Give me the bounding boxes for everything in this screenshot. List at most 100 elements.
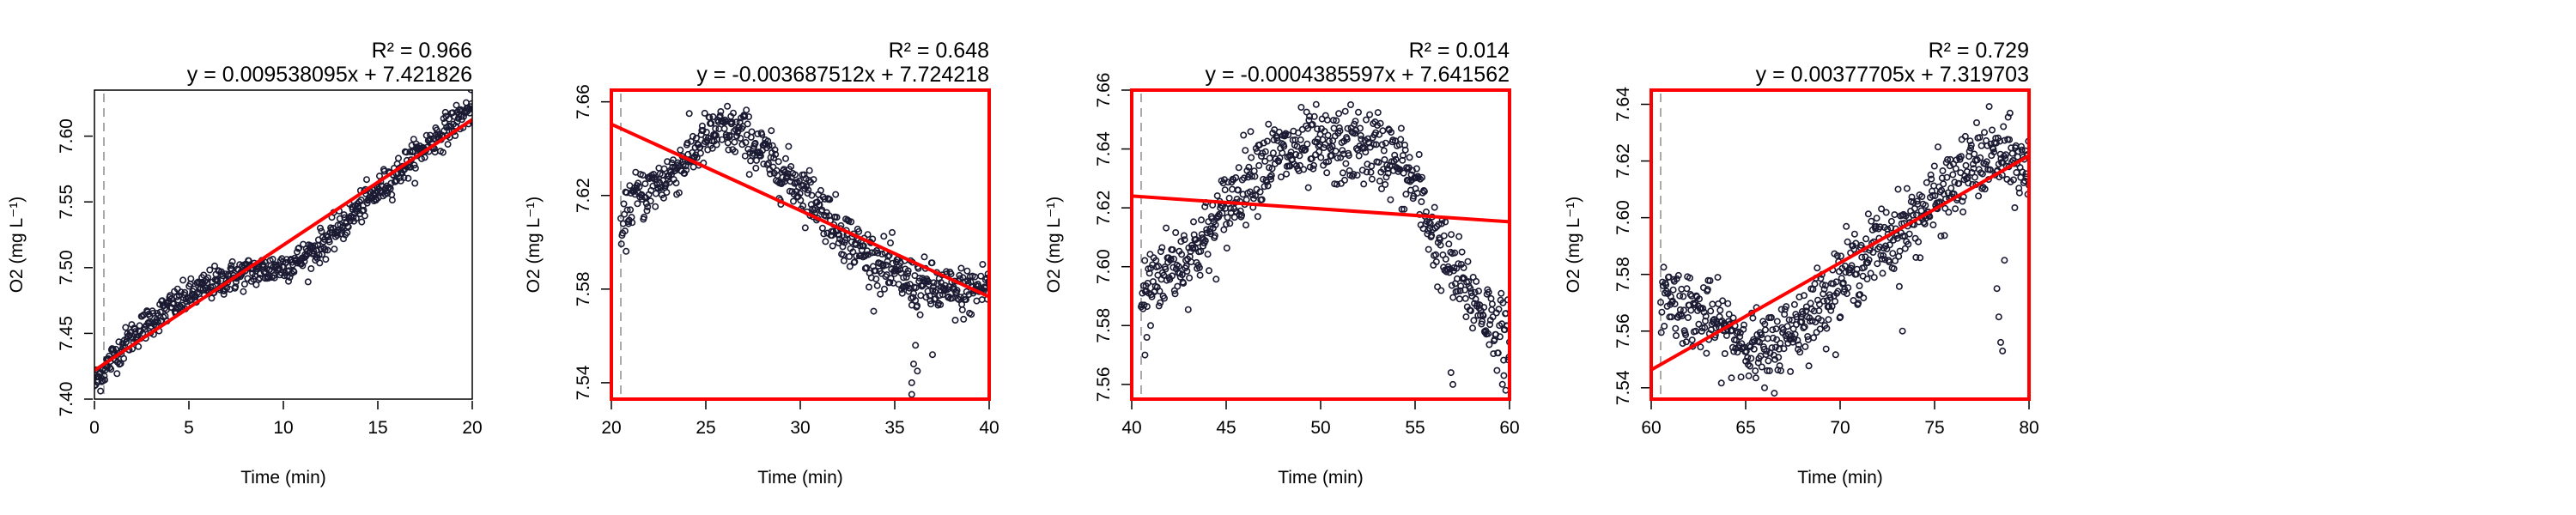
data-point — [1961, 132, 1969, 140]
data-point — [1344, 124, 1352, 132]
data-point — [752, 156, 760, 164]
data-point — [1978, 142, 1985, 149]
data-point — [1912, 253, 1920, 261]
data-point — [1345, 152, 1352, 160]
data-point — [324, 246, 331, 254]
data-point — [643, 207, 651, 215]
data-point — [927, 300, 935, 308]
data-point-outlier — [1147, 322, 1155, 330]
data-point — [1688, 336, 1696, 344]
data-point — [1816, 325, 1824, 333]
data-point — [1488, 300, 1496, 308]
x-tick-label: 30 — [790, 418, 810, 438]
data-point — [1268, 165, 1276, 173]
data-point — [725, 146, 732, 154]
data-point — [1267, 172, 1275, 179]
data-point — [1903, 185, 1911, 192]
data-point — [1368, 175, 1376, 183]
data-point — [936, 291, 944, 299]
data-point — [1406, 154, 1413, 161]
data-point — [1660, 264, 1668, 271]
data-point — [1956, 155, 1964, 163]
data-point — [1160, 271, 1168, 279]
data-point — [675, 189, 683, 197]
data-point — [800, 171, 808, 179]
data-point — [683, 167, 690, 174]
data-point — [1458, 248, 1466, 256]
data-point — [1230, 214, 1238, 221]
data-point — [1779, 325, 1787, 333]
data-point — [1855, 300, 1862, 307]
data-point — [1224, 214, 1231, 221]
data-point — [1918, 193, 1926, 201]
data-point — [1178, 270, 1186, 278]
y-tick-label: 7.50 — [57, 250, 76, 285]
y-tick-label: 7.62 — [1613, 143, 1633, 179]
data-point — [916, 311, 924, 318]
data-point — [156, 308, 164, 316]
data-point — [1937, 232, 1945, 239]
data-point — [1275, 158, 1283, 166]
x-tick-label: 70 — [1830, 418, 1850, 438]
data-point — [2014, 153, 2021, 161]
regression-line — [1651, 154, 2029, 372]
data-point — [1811, 280, 1819, 288]
data-point — [240, 288, 247, 295]
r-squared-label: R² = 0.014 — [1409, 39, 1510, 63]
data-point — [1773, 318, 1781, 325]
data-point — [635, 183, 643, 191]
data-point — [744, 120, 751, 128]
data-point — [1309, 121, 1316, 129]
data-point — [896, 262, 903, 270]
data-point — [1242, 147, 1249, 154]
data-point — [1968, 169, 1976, 177]
data-point — [1737, 373, 1745, 381]
data-point — [1772, 325, 1780, 333]
data-point — [1890, 265, 1898, 273]
data-point — [1499, 299, 1507, 306]
data-point — [1387, 196, 1394, 203]
data-point — [113, 370, 121, 378]
data-point — [1818, 317, 1826, 324]
data-point-outlier — [2001, 257, 2008, 264]
data-point — [752, 164, 760, 172]
data-point — [979, 260, 987, 268]
data-point — [1837, 313, 1844, 321]
data-point — [1201, 237, 1209, 245]
data-point — [1297, 136, 1304, 143]
data-point — [718, 136, 726, 143]
data-point — [1955, 179, 1963, 187]
data-point — [1977, 154, 1984, 161]
data-point — [745, 171, 753, 179]
data-point — [635, 179, 642, 187]
data-point — [388, 197, 396, 204]
data-point — [702, 129, 710, 136]
data-point — [406, 148, 414, 155]
regression-line — [1132, 194, 1510, 224]
data-point — [1966, 137, 1974, 145]
data-point — [1415, 151, 1423, 159]
data-point — [331, 245, 338, 253]
data-point — [1891, 211, 1899, 219]
data-point — [932, 294, 939, 302]
data-point — [729, 109, 737, 117]
data-point — [1863, 275, 1871, 282]
data-point — [1366, 111, 1374, 118]
data-point — [805, 167, 813, 174]
data-point — [325, 238, 333, 245]
data-point — [1240, 174, 1248, 182]
data-point — [1470, 317, 1478, 324]
data-point — [1419, 173, 1426, 181]
data-point — [751, 139, 759, 147]
data-point — [1783, 323, 1791, 330]
data-point — [1263, 137, 1271, 145]
data-point — [2018, 142, 2026, 150]
data-point — [1952, 205, 1959, 213]
data-point — [699, 126, 707, 134]
x-tick-label: 10 — [273, 418, 293, 438]
data-point — [1867, 270, 1874, 277]
data-point-outlier — [1995, 313, 2002, 321]
data-point — [1402, 191, 1410, 198]
data-point — [683, 139, 691, 147]
